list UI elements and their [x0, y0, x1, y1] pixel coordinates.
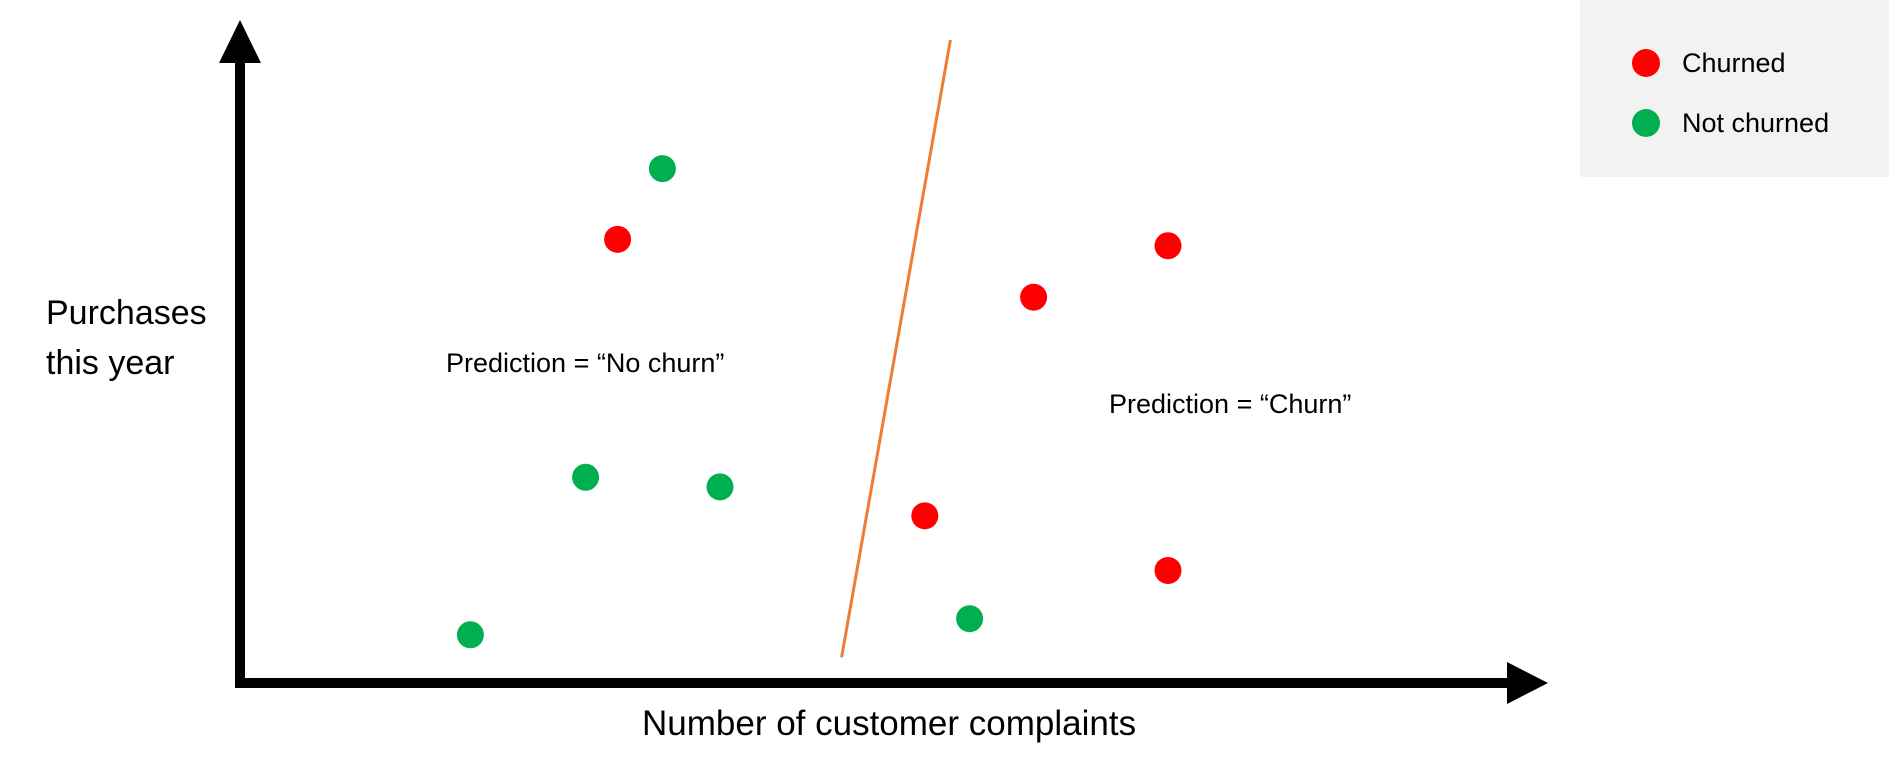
legend-item-not-churned: Not churned: [1632, 103, 1829, 143]
legend-label-churned: Churned: [1682, 47, 1786, 78]
point-not-churned-4: [956, 605, 984, 633]
prediction-no-churn-annotation: Prediction = “No churn”: [446, 348, 725, 378]
legend-item-churned: Churned: [1632, 43, 1786, 83]
point-churned-1: [1020, 283, 1048, 311]
legend: Churned Not churned: [1580, 0, 1889, 177]
x-axis-label: Number of customer complaints: [642, 704, 1137, 743]
point-churned-4: [1154, 556, 1182, 584]
x-axis-arrowhead: [1507, 662, 1548, 704]
prediction-churn-annotation: Prediction = “Churn”: [1109, 389, 1352, 419]
point-not-churned-2: [706, 473, 734, 501]
legend-marker-churned: [1632, 49, 1660, 77]
y-axis-arrowhead: [219, 20, 261, 63]
decision-boundary-line: [840, 39, 952, 658]
legend-label-not-churned: Not churned: [1682, 107, 1830, 138]
point-not-churned-3: [456, 621, 484, 649]
point-not-churned-0: [648, 155, 676, 183]
point-churned-0: [604, 225, 632, 253]
legend-marker-not-churned: [1632, 109, 1660, 137]
point-churned-3: [911, 502, 939, 530]
point-churned-2: [1154, 232, 1182, 260]
y-axis-label: Purchases this year: [46, 294, 207, 382]
point-not-churned-1: [572, 463, 600, 491]
